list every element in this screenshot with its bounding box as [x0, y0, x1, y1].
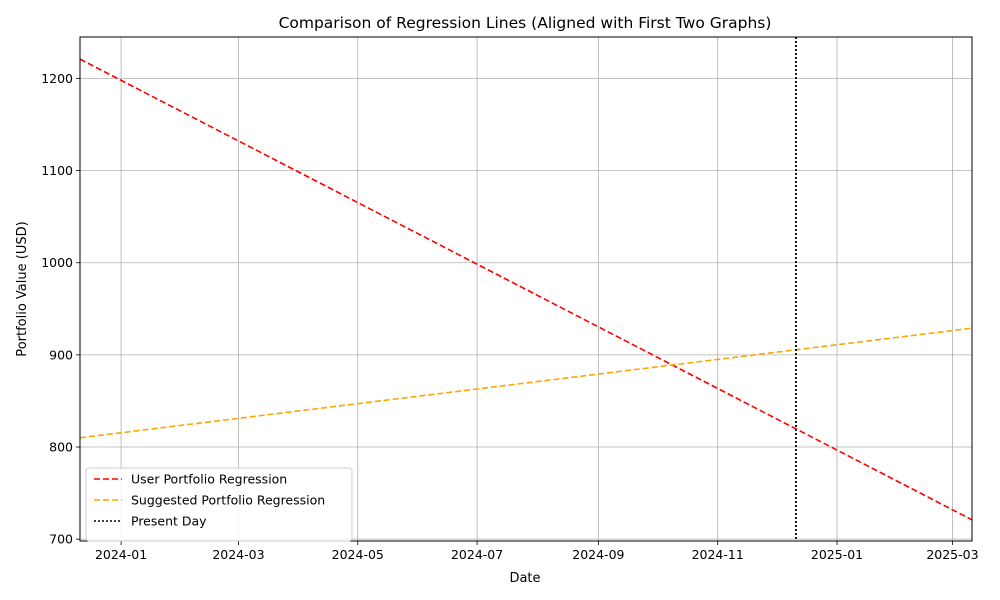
series-layer	[79, 37, 973, 541]
suggested-portfolio-regression-line	[79, 327, 973, 439]
y-tick-label: 900	[49, 347, 73, 362]
x-tick-label: 2024-11	[692, 547, 744, 562]
legend-label: Suggested Portfolio Regression	[131, 493, 325, 508]
y-tick-label: 800	[49, 440, 73, 455]
y-tick-label: 1000	[41, 255, 73, 270]
x-tick-label: 2024-01	[95, 547, 147, 562]
y-tick-label: 700	[49, 532, 73, 547]
x-tick-label: 2024-07	[451, 547, 503, 562]
legend-box	[85, 467, 353, 542]
x-axis-label: Date	[509, 571, 540, 586]
x-tick-label: 2025-03	[926, 547, 978, 562]
user-portfolio-regression-line	[79, 58, 973, 521]
y-axis-label: Portfolio Value (USD)	[15, 221, 30, 356]
legend-label: Present Day	[131, 514, 207, 529]
x-tick-label: 2024-09	[572, 547, 624, 562]
legend-label: User Portfolio Regression	[131, 472, 287, 487]
y-tick-label: 1100	[41, 163, 73, 178]
x-tick-label: 2025-01	[811, 547, 863, 562]
chart-title: Comparison of Regression Lines (Aligned …	[279, 14, 772, 32]
x-tick-label: 2024-03	[212, 547, 264, 562]
y-tick-label: 1200	[41, 71, 73, 86]
x-tick-label: 2024-05	[332, 547, 384, 562]
plot-frame	[79, 36, 973, 542]
ticks: 2024-01 2024-03 2024-05 2024-07 2024-09 2024-…	[41, 71, 978, 562]
legend: User Portfolio Regression Suggested Portf…	[85, 467, 353, 542]
